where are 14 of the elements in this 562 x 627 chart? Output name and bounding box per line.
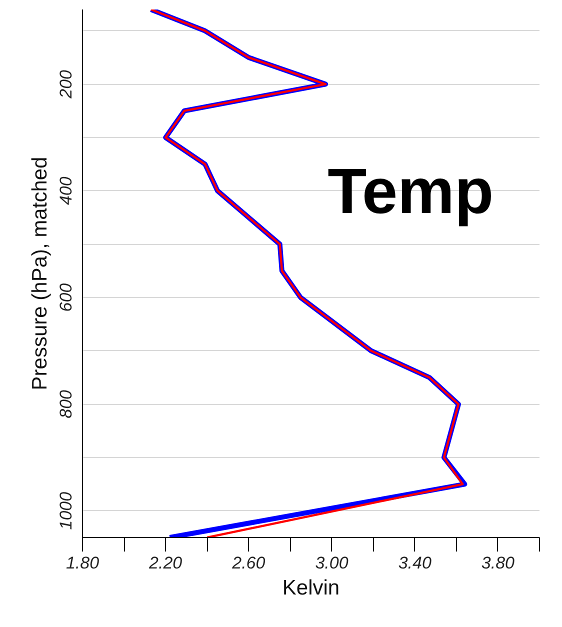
y-tick-label: 600 xyxy=(56,282,76,312)
x-axis-title: Kelvin xyxy=(282,576,340,600)
x-tick-label: 3.40 xyxy=(398,554,432,572)
x-tick-label: 1.80 xyxy=(66,554,100,572)
y-axis-title: Pressure (hPa), matched xyxy=(28,156,52,390)
y-tick-label: 1000 xyxy=(56,491,76,530)
x-tick-label: 2.20 xyxy=(148,554,183,572)
y-tick-label: 800 xyxy=(56,389,76,418)
x-tick-label: 3.00 xyxy=(315,554,349,572)
y-tick-label: 200 xyxy=(56,69,76,100)
x-tick-label: 2.60 xyxy=(231,554,266,572)
y-tick-label: 400 xyxy=(56,176,76,206)
x-tick-label: 3.80 xyxy=(481,554,516,572)
annotation: Temp xyxy=(328,154,494,227)
